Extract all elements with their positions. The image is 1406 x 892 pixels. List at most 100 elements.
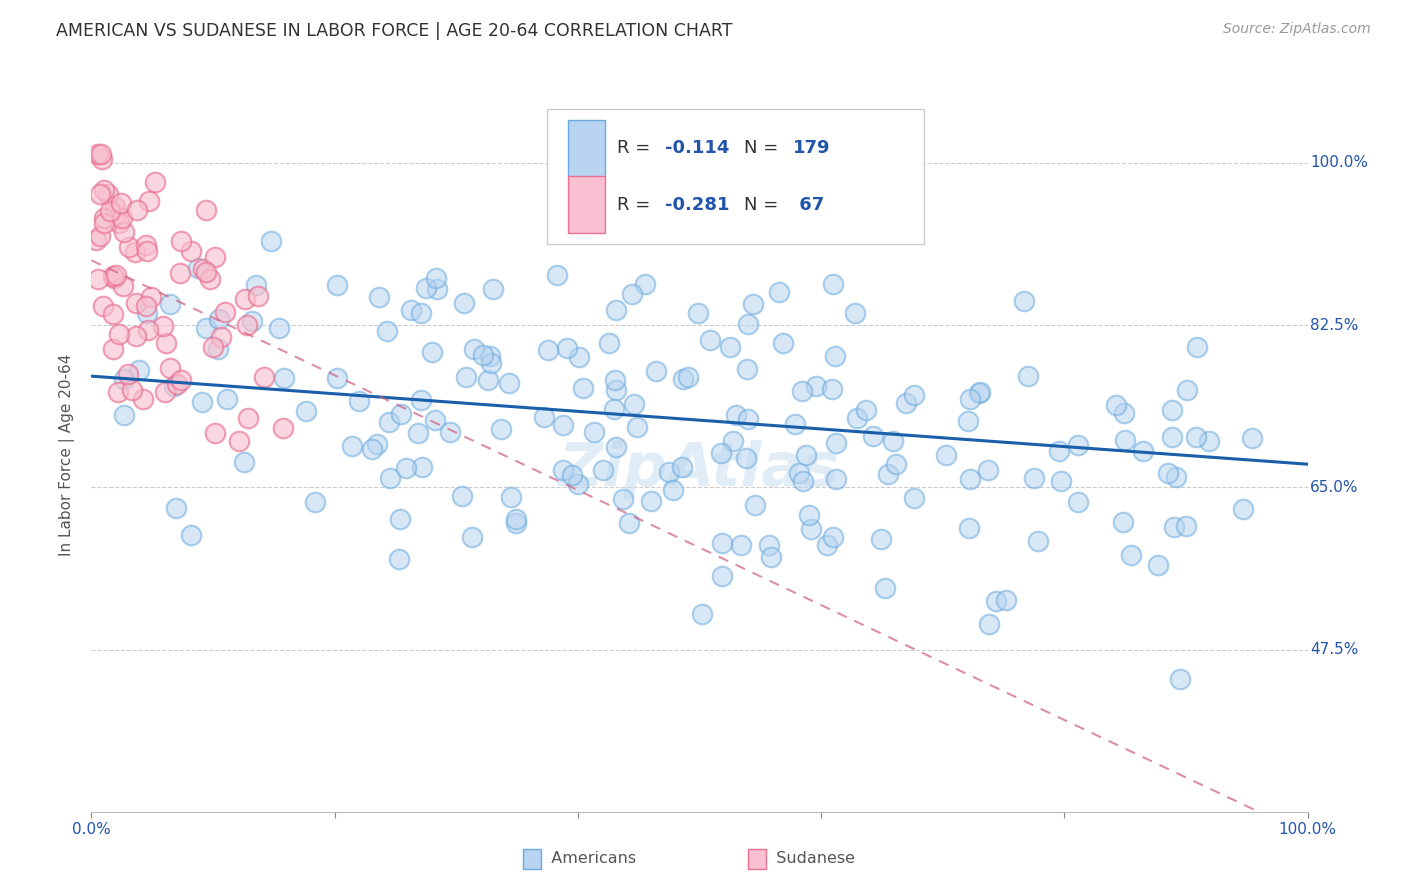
- Point: [553, 418, 575, 433]
- Text: -0.114: -0.114: [665, 139, 730, 157]
- Point: [260, 235, 283, 249]
- Point: [451, 489, 474, 503]
- Point: [568, 350, 591, 364]
- Point: [152, 318, 174, 333]
- Point: [155, 336, 177, 351]
- Point: [198, 272, 221, 286]
- Point: [326, 370, 349, 384]
- Point: [612, 492, 634, 507]
- Point: [634, 277, 657, 291]
- Point: [125, 203, 148, 218]
- Point: [104, 200, 127, 214]
- Point: [267, 320, 290, 334]
- Point: [605, 384, 627, 398]
- Point: [690, 607, 713, 621]
- Point: [93, 183, 115, 197]
- Point: [1022, 471, 1045, 485]
- Point: [796, 448, 818, 462]
- Point: [481, 282, 503, 296]
- Point: [207, 343, 229, 357]
- Point: [710, 446, 733, 460]
- Point: [378, 471, 401, 485]
- Text: -0.281: -0.281: [665, 196, 730, 214]
- Point: [411, 460, 433, 475]
- Point: [191, 395, 214, 409]
- Point: [995, 592, 1018, 607]
- Text: N =: N =: [745, 139, 779, 157]
- Point: [461, 530, 484, 544]
- Point: [107, 385, 129, 400]
- Point: [882, 434, 904, 448]
- Point: [215, 392, 238, 406]
- Text: 47.5%: 47.5%: [1310, 642, 1358, 657]
- Point: [395, 461, 418, 475]
- Point: [117, 367, 139, 381]
- Point: [957, 414, 980, 428]
- Point: [180, 244, 202, 258]
- Point: [824, 349, 846, 363]
- Point: [108, 217, 131, 231]
- Point: [295, 404, 318, 418]
- Point: [135, 305, 157, 319]
- FancyBboxPatch shape: [568, 120, 605, 177]
- Point: [1161, 430, 1184, 444]
- Point: [143, 175, 166, 189]
- Point: [1017, 369, 1039, 384]
- Point: [112, 225, 135, 239]
- Text: R =: R =: [617, 196, 655, 214]
- Point: [208, 312, 231, 326]
- Point: [118, 240, 141, 254]
- Point: [792, 474, 814, 488]
- Point: [1105, 398, 1128, 412]
- Point: [884, 458, 907, 472]
- Point: [718, 340, 741, 354]
- Point: [619, 516, 641, 530]
- Point: [1175, 384, 1198, 398]
- Text: R =: R =: [617, 139, 655, 157]
- Point: [603, 402, 626, 417]
- Point: [505, 512, 527, 526]
- Point: [797, 508, 820, 522]
- Point: [821, 382, 844, 396]
- Text: 82.5%: 82.5%: [1310, 318, 1358, 333]
- Point: [671, 460, 693, 475]
- Point: [499, 490, 522, 504]
- Point: [105, 268, 128, 282]
- Point: [128, 363, 150, 377]
- Point: [877, 467, 900, 481]
- Point: [233, 292, 256, 306]
- Point: [640, 493, 662, 508]
- Point: [583, 425, 606, 439]
- Text: 100.0%: 100.0%: [1310, 155, 1368, 170]
- Point: [235, 318, 257, 333]
- Point: [824, 436, 846, 450]
- Point: [603, 373, 626, 387]
- Point: [903, 388, 925, 402]
- Point: [730, 538, 752, 552]
- Point: [91, 299, 114, 313]
- Point: [979, 617, 1001, 632]
- Point: [711, 569, 734, 583]
- Point: [862, 429, 884, 443]
- Point: [869, 532, 891, 546]
- Point: [409, 392, 432, 407]
- Point: [560, 468, 582, 483]
- Point: [411, 306, 433, 320]
- Point: [103, 271, 125, 285]
- Point: [792, 384, 814, 399]
- Point: [426, 282, 449, 296]
- Point: [124, 245, 146, 260]
- Point: [894, 396, 917, 410]
- Point: [567, 477, 589, 491]
- Point: [361, 442, 384, 457]
- Point: [240, 314, 263, 328]
- Point: [572, 381, 595, 395]
- Point: [967, 385, 990, 400]
- Point: [1132, 443, 1154, 458]
- Point: [108, 326, 131, 341]
- Point: [420, 344, 443, 359]
- Point: [124, 329, 146, 343]
- Point: [672, 372, 695, 386]
- Point: [271, 421, 294, 435]
- Point: [93, 216, 115, 230]
